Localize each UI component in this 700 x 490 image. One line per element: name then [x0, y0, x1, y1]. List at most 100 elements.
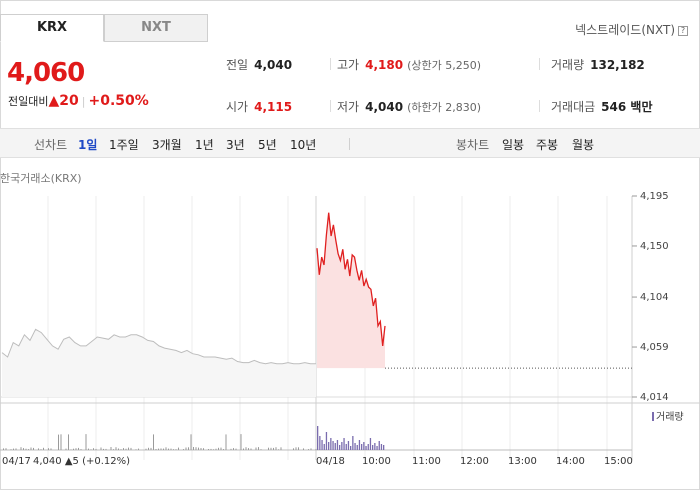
volume-bar [105, 448, 107, 450]
volume-bar [5, 448, 7, 450]
volume-bar [210, 448, 212, 450]
stat-label: 저가 [337, 100, 360, 114]
volume-legend-label: 거래량 [656, 411, 684, 423]
volume-bar [135, 449, 137, 450]
stat-label: 전일 [226, 58, 249, 72]
volume-bar [65, 448, 67, 450]
volume-bar [213, 449, 214, 450]
volume-bar [195, 447, 197, 450]
volume-bar [95, 448, 97, 450]
tab-krx[interactable]: KRX [0, 14, 104, 42]
volume-bar [110, 447, 112, 450]
volume-bar [293, 448, 294, 450]
volume-bar [78, 447, 79, 450]
y-tick-label: 4,104 [640, 292, 669, 303]
volume-bar [68, 434, 69, 450]
volume-bar [115, 447, 117, 450]
stat-open: 시가 4,115 [226, 98, 292, 115]
period-daily[interactable]: 일봉 [502, 138, 525, 152]
divider [330, 58, 331, 70]
divider: | [81, 95, 86, 108]
volume-bar [268, 447, 269, 450]
period-bar: 선차트 1일 1주일 3개월 1년 3년 5년 10년 봉차트 일봉 주봉 월봉 [0, 128, 700, 158]
divider [539, 58, 540, 70]
volume-bar [203, 448, 204, 450]
volume-bar [298, 447, 299, 450]
volume-bar [334, 443, 336, 450]
volume-bar [260, 449, 262, 450]
volume-bar [43, 447, 44, 450]
tab-nxt[interactable]: NXT [104, 14, 208, 42]
prev-day-price: 4,040 [33, 456, 65, 467]
volume-bar [339, 445, 341, 450]
volume-bar [369, 438, 372, 450]
volume-bar [80, 449, 82, 450]
volume-bar [332, 441, 334, 450]
volume-bar [160, 448, 162, 450]
volume-bar [352, 436, 354, 450]
volume-bar [235, 448, 237, 450]
volume-bar [310, 448, 312, 450]
volume-bar [88, 448, 89, 450]
volume-bar [145, 448, 147, 450]
volume-bar [23, 448, 24, 450]
change-value: 20 [59, 93, 79, 109]
period-5y[interactable]: 5년 [258, 138, 277, 152]
period-3m[interactable]: 3개월 [152, 138, 182, 152]
volume-bar [155, 449, 157, 450]
volume-bar [163, 448, 164, 450]
volume-bar [376, 446, 378, 450]
period-monthly[interactable]: 월봉 [572, 138, 595, 152]
period-1y[interactable]: 1년 [195, 138, 214, 152]
volume-bar [38, 448, 39, 450]
volume-bar [341, 442, 343, 450]
volume-bar [198, 447, 199, 450]
volume-bar [28, 449, 29, 450]
volume-bar [225, 434, 227, 450]
stat-low: 저가 4,040 (하한가 2,830) [337, 98, 481, 115]
volume-bar [128, 447, 129, 450]
volume-bar [361, 444, 363, 450]
divider [330, 100, 331, 112]
x-tick-label: 10:00 [362, 456, 391, 467]
stats-table: 전일 4,040 고가 4,180 (상한가 5,250) 거래량 132,182 시가… [210, 50, 695, 122]
y-tick-label: 4,014 [640, 392, 669, 403]
volume-bar [367, 444, 369, 450]
volume-bar [13, 448, 14, 450]
volume-bar [343, 438, 345, 450]
volume-bar [380, 444, 383, 450]
volume-bar [20, 447, 22, 450]
volume-bar [336, 440, 339, 450]
prev-day-line [1, 328, 316, 365]
period-1w[interactable]: 1주일 [109, 138, 139, 152]
help-icon[interactable]: ? [678, 26, 688, 36]
period-1d[interactable]: 1일 [78, 138, 98, 152]
volume-bar [319, 436, 321, 450]
period-weekly[interactable]: 주봉 [536, 138, 559, 152]
volume-bar [75, 448, 77, 450]
volume-bar [273, 447, 274, 450]
volume-bar [240, 434, 242, 450]
price-change: 전일대비▲20 | +0.50% [8, 93, 149, 109]
stat-label: 고가 [337, 58, 360, 72]
volume-bar [350, 446, 352, 450]
change-percent: +0.50% [88, 93, 149, 109]
nxt-link[interactable]: 넥스트레이드(NXT)? [575, 21, 688, 38]
stat-value: 4,040 [365, 100, 404, 114]
volume-bar [354, 443, 356, 450]
volume-bar [158, 448, 159, 450]
y-axis-ticks: 4,195 4,150 4,104 4,059 4,014 [632, 191, 669, 403]
volume-bar [233, 448, 234, 450]
period-3y[interactable]: 3년 [226, 138, 245, 152]
volume-bar [188, 447, 189, 450]
volume-bar [103, 448, 104, 450]
volume-bar [250, 448, 252, 450]
volume-bar [153, 434, 154, 450]
x-tick-label: 13:00 [508, 456, 537, 467]
x-tick-label: 04/17 [2, 456, 31, 467]
volume-bar [363, 442, 365, 450]
x-axis-labels: 04/17 04/18 10:00 11:00 12:00 13:00 14:00 15:00… [2, 456, 633, 467]
stat-high: 고가 4,180 (상한가 5,250) [337, 56, 481, 73]
period-10y[interactable]: 10년 [290, 138, 317, 152]
volume-bar [25, 448, 27, 450]
